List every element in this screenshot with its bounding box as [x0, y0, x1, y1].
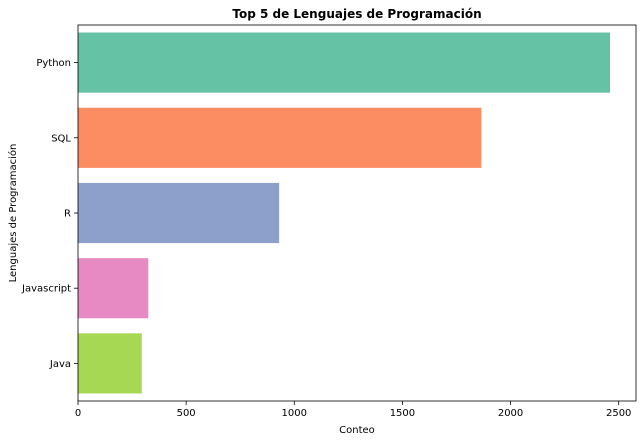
bar-javascript: [78, 258, 149, 319]
x-axis-label: Conteo: [339, 425, 375, 436]
x-tick-label-2000: 2000: [498, 408, 523, 419]
y-tick-label-r: R: [64, 209, 71, 220]
y-tick-label-sql: SQL: [51, 133, 71, 144]
y-axis-label: Lenguajes de Programación: [7, 144, 19, 283]
y-tick-label-javascript: Javascript: [21, 284, 71, 295]
y-tick-label-python: Python: [36, 58, 71, 69]
plot-frame: [77, 24, 637, 402]
x-axis-ticks: 0 500 1000 1500 2000 2500: [75, 401, 631, 419]
bar-r: [78, 182, 280, 244]
x-tick-label-0: 0: [75, 408, 81, 419]
x-tick-label-1500: 1500: [390, 408, 415, 419]
bars-group: [78, 32, 611, 394]
bar-python: [78, 32, 611, 93]
chart-title: Top 5 de Lenguajes de Programación: [232, 7, 481, 21]
x-tick-label-1000: 1000: [282, 408, 307, 419]
y-tick-label-java: Java: [49, 359, 71, 370]
x-tick-label-500: 500: [177, 408, 196, 419]
y-axis-ticks: Python SQL R Javascript Java: [21, 58, 78, 370]
bar-java: [78, 333, 142, 394]
bar-sql: [78, 107, 482, 168]
x-tick-label-2500: 2500: [606, 408, 631, 419]
